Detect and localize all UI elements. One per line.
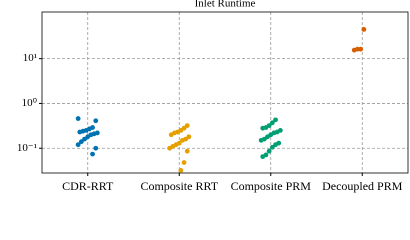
- point: [361, 26, 367, 32]
- point: [181, 160, 187, 165]
- x-tick-label: CDR-RRT: [62, 179, 114, 193]
- y-tick-label: 10¹: [23, 52, 37, 64]
- point: [269, 120, 275, 126]
- point: [90, 151, 95, 157]
- point: [184, 148, 190, 154]
- y-tick-label: 10⁻¹: [17, 142, 37, 154]
- point: [266, 148, 272, 154]
- point: [180, 137, 185, 143]
- chart: Inlet Runtime CDR-RRT Composite RRT Compos…: [17, 0, 409, 193]
- plot-frame: [41, 11, 409, 174]
- y-tick-label: 10⁰: [22, 97, 38, 109]
- point: [93, 118, 99, 124]
- point: [77, 129, 83, 135]
- point: [258, 137, 264, 143]
- x-tick-label: Composite PRM: [231, 179, 312, 193]
- point: [184, 123, 190, 129]
- x-tick-label: Decoupled PRM: [322, 179, 403, 193]
- point: [273, 117, 278, 123]
- point: [260, 125, 266, 131]
- point: [273, 142, 278, 148]
- point: [351, 47, 357, 53]
- point: [178, 168, 184, 173]
- point: [78, 139, 84, 145]
- chart-title: Inlet Runtime: [195, 0, 256, 10]
- point: [75, 116, 81, 121]
- point: [82, 136, 87, 142]
- point: [269, 144, 275, 150]
- point: [260, 154, 266, 160]
- x-tick-label: Composite RRT: [140, 179, 218, 193]
- point: [75, 142, 81, 148]
- point: [168, 132, 174, 138]
- point: [167, 145, 173, 151]
- point: [93, 145, 99, 151]
